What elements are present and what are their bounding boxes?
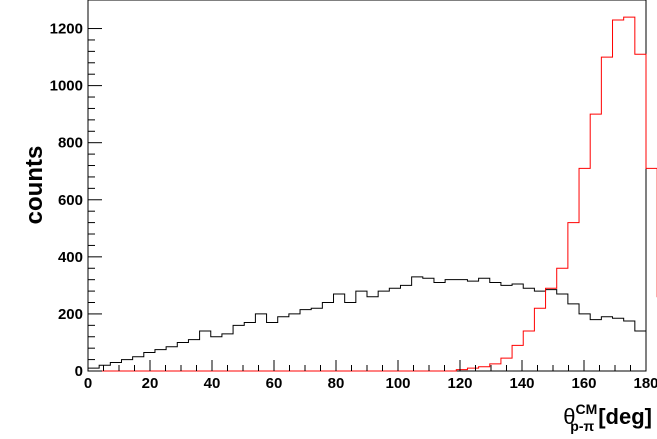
x-axis-subscript: p-π — [570, 418, 594, 434]
x-tick-label: 20 — [142, 375, 159, 392]
plot-frame — [87, 0, 647, 372]
y-tick-label: 800 — [58, 135, 83, 152]
x-tick-label: 40 — [204, 375, 221, 392]
series-layer — [87, 16, 657, 372]
plot-border — [87, 0, 647, 372]
y-tick-label: 400 — [58, 249, 83, 266]
x-tick-label: 60 — [266, 375, 283, 392]
x-axis-unit: [deg] — [598, 404, 652, 429]
x-tick-label: 80 — [328, 375, 345, 392]
y-tick-label: 200 — [58, 306, 83, 323]
tick-labels: 0 200 400 600 800 1000 1200 0 20 40 60 80 100 120 140 1… — [50, 21, 657, 392]
x-tick-label: 180 — [633, 375, 657, 392]
x-tick-label: 140 — [509, 375, 534, 392]
x-tick-label: 120 — [447, 375, 472, 392]
y-axis-title: counts — [21, 146, 48, 225]
x-tick-label: 160 — [571, 375, 596, 392]
y-tick-label: 600 — [58, 192, 83, 209]
histogram-series-2 — [88, 16, 657, 372]
x-axis-superscript: CM — [576, 401, 598, 417]
y-tick-label: 1200 — [50, 21, 83, 38]
x-axis-symbol: θ — [563, 404, 575, 429]
x-axis-title: θCM p-π [deg] — [563, 401, 652, 434]
x-tick-label: 100 — [385, 375, 410, 392]
y-tick-label: 0 — [75, 363, 83, 380]
histogram-series-1 — [87, 276, 646, 371]
axes — [87, 28, 647, 372]
x-tick-label: 0 — [84, 375, 92, 392]
y-tick-label: 1000 — [50, 78, 83, 95]
